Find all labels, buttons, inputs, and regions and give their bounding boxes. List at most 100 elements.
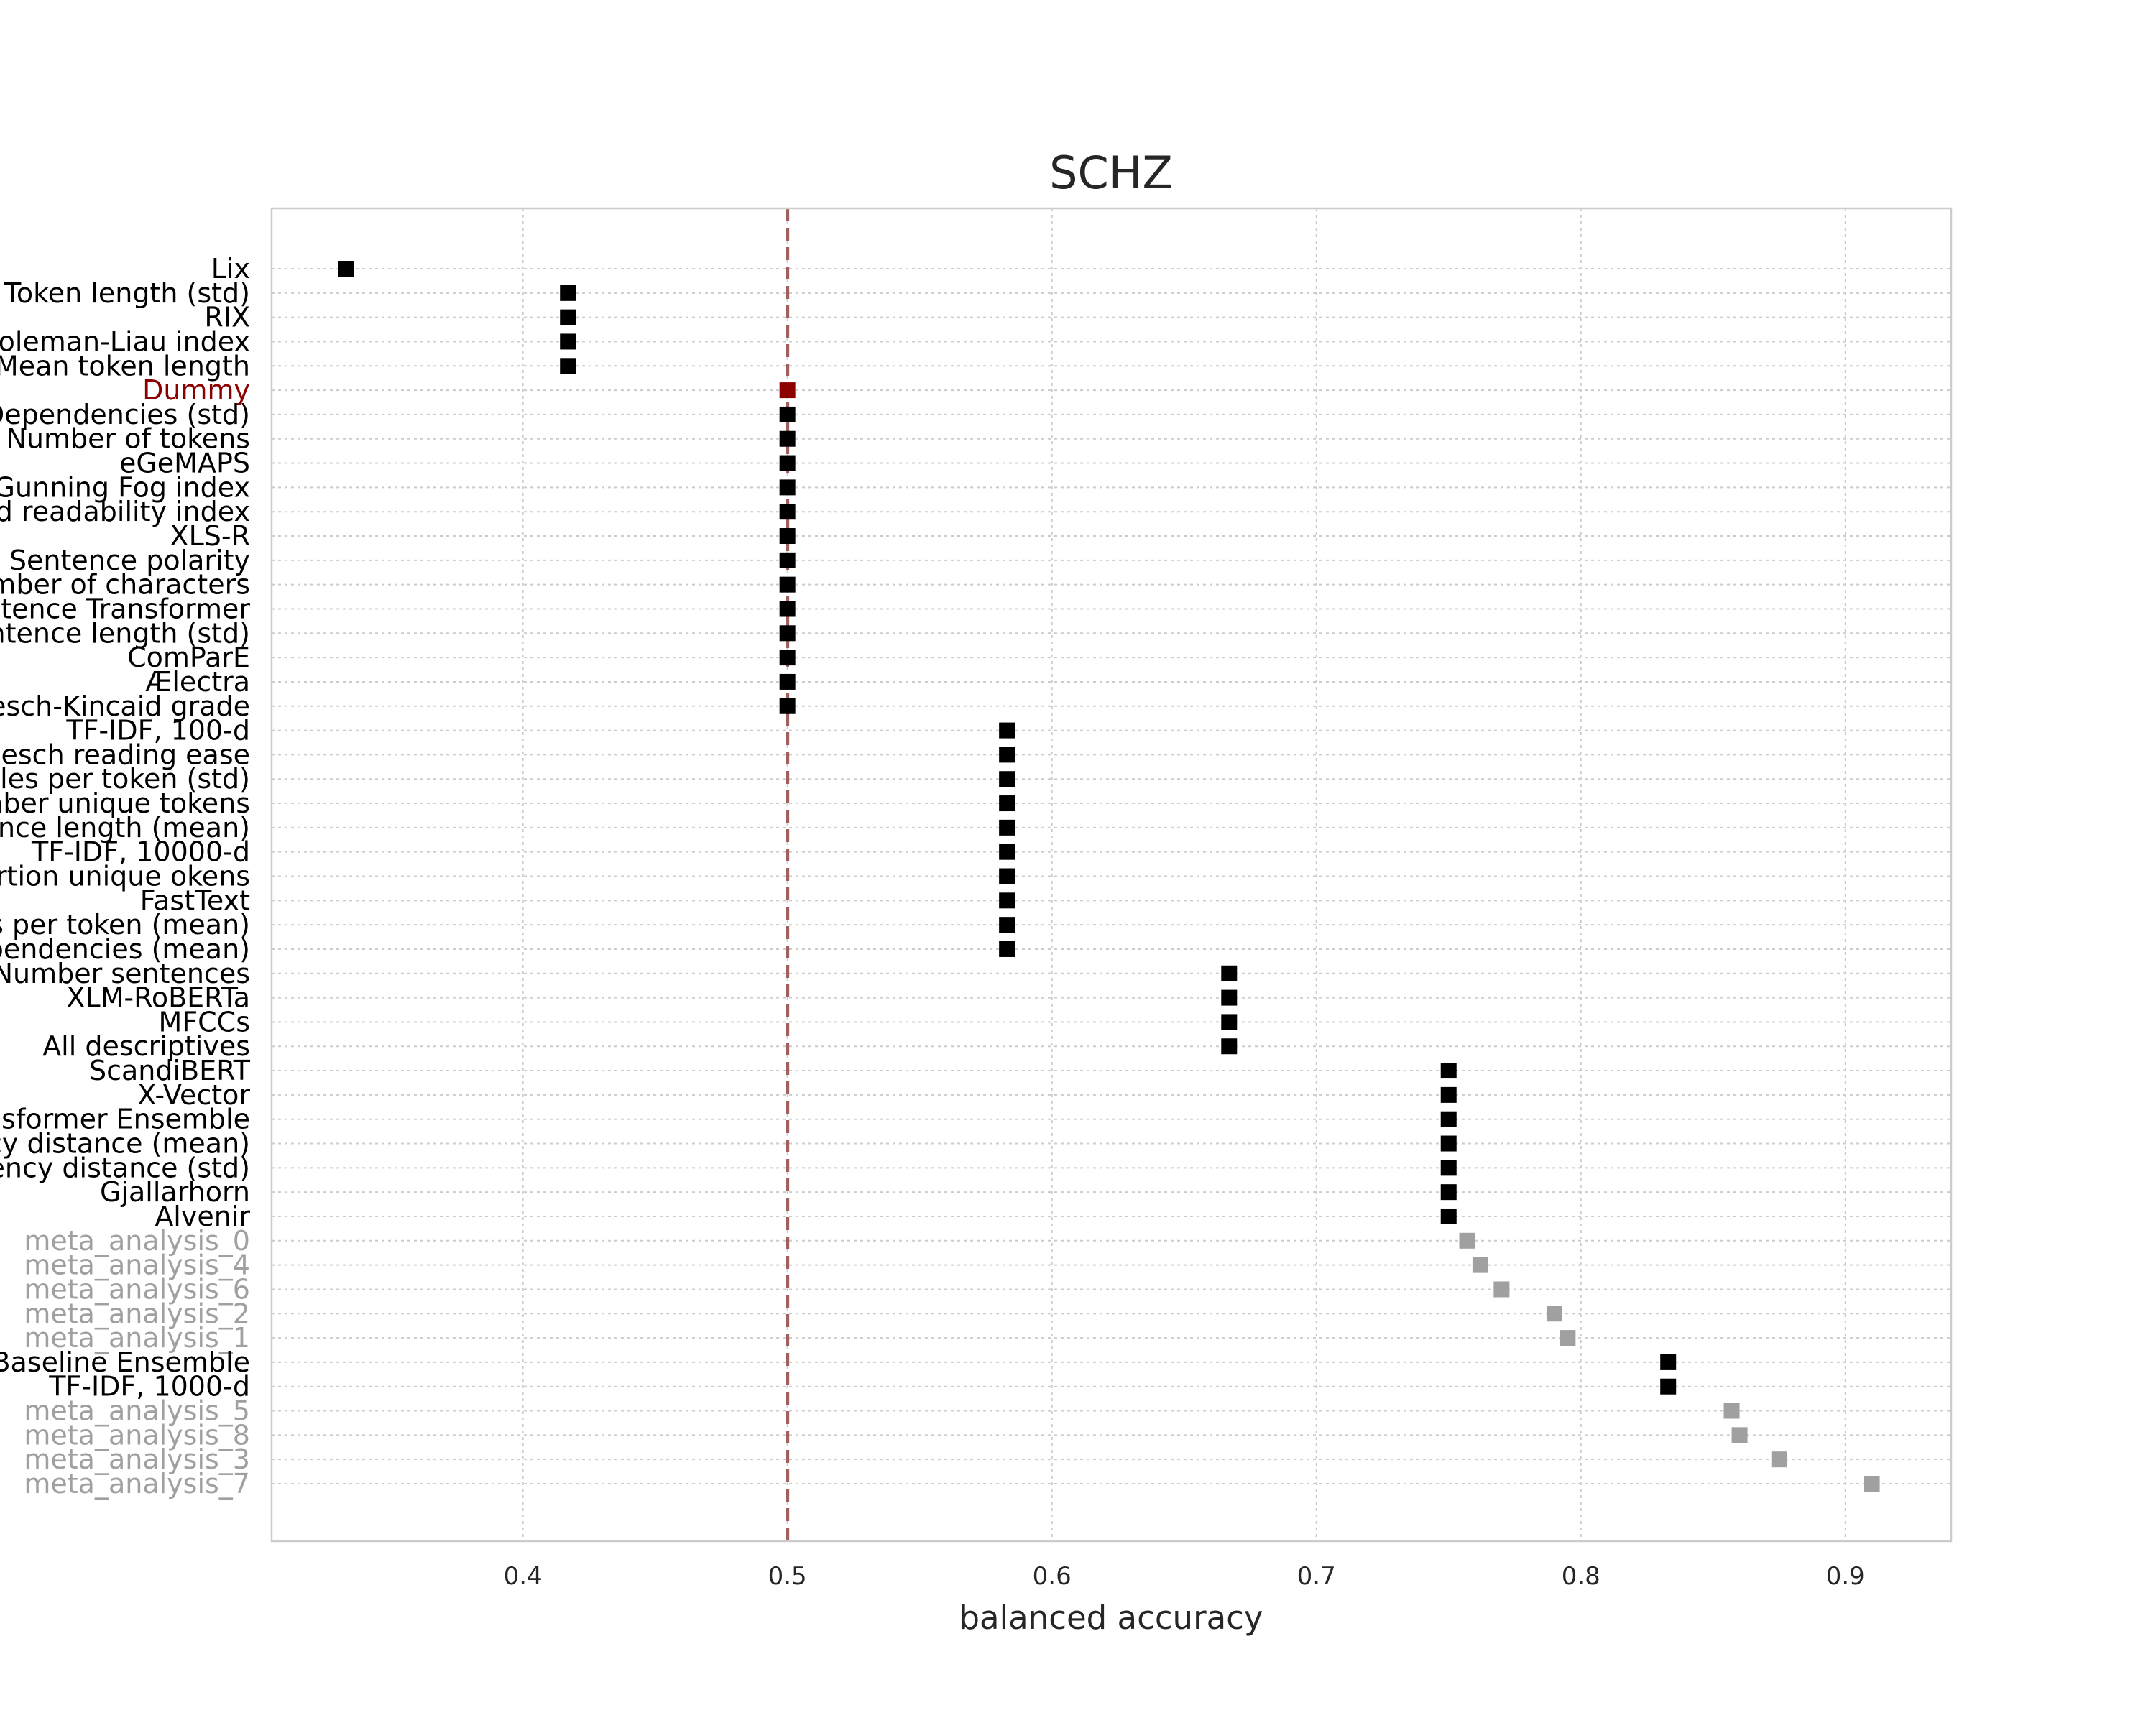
data-point-marker	[999, 892, 1015, 909]
y-tick-label: Dependency distance (std)	[0, 1152, 250, 1183]
y-tick-label: All descriptives	[42, 1030, 250, 1062]
data-point-marker	[779, 430, 796, 447]
y-tick-label: Coleman-Liau index	[0, 325, 250, 357]
data-point-marker	[1440, 1086, 1457, 1103]
y-tick-label: meta_analysis_8	[24, 1419, 250, 1451]
y-tick-label: meta_analysis_0	[24, 1225, 250, 1257]
y-tick-label: meta_analysis_3	[24, 1443, 250, 1475]
x-tick-label: 0.8	[1562, 1562, 1600, 1591]
data-point-marker	[999, 747, 1015, 763]
y-tick-label: Number of characters	[0, 569, 250, 601]
data-point-marker	[999, 868, 1015, 884]
data-point-marker	[779, 698, 796, 714]
x-tick-label: 0.9	[1826, 1562, 1865, 1591]
y-tick-label: meta_analysis_2	[24, 1298, 250, 1329]
data-point-marker	[999, 844, 1015, 860]
data-point-marker	[1440, 1160, 1457, 1176]
y-tick-label: FastText	[140, 884, 250, 916]
data-point-marker	[999, 771, 1015, 787]
data-point-marker	[779, 455, 796, 471]
data-point-marker	[779, 576, 796, 593]
y-tick-label: Sentence polarity	[9, 545, 250, 576]
y-tick-label: TF-IDF, 10000-d	[31, 836, 250, 868]
data-point-marker	[999, 722, 1015, 739]
y-tick-label: eGeMAPS	[119, 448, 250, 479]
y-tick-label: Sentence length (mean)	[0, 812, 250, 844]
x-tick-labels: 0.4 0.5 0.6 0.7 0.8 0.9	[504, 1562, 1865, 1591]
data-point-marker	[1864, 1476, 1880, 1492]
data-point-marker	[560, 285, 576, 301]
y-tick-label: MFCCs	[158, 1006, 250, 1038]
y-tick-label: Proportion unique okens	[0, 861, 250, 892]
data-point-marker	[999, 917, 1015, 933]
data-point-marker	[779, 382, 796, 399]
marks-layer	[338, 261, 1880, 1492]
y-tick-label: meta_analysis_1	[24, 1322, 250, 1354]
data-point-marker	[1771, 1451, 1787, 1468]
y-tick-label: Mean token length	[0, 350, 250, 382]
data-point-marker	[1459, 1232, 1475, 1249]
data-point-marker	[779, 406, 796, 422]
data-point-marker	[1221, 989, 1238, 1006]
y-tick-label: RIX	[204, 302, 250, 333]
x-tick-label: 0.7	[1297, 1562, 1336, 1591]
chart-title: SCHZ	[1049, 147, 1173, 199]
y-tick-label: X-Vector	[137, 1079, 250, 1111]
x-axis-label: balanced accuracy	[959, 1599, 1263, 1637]
y-tick-label: ScandiBERT	[89, 1055, 251, 1086]
y-tick-label: Dependencies (mean)	[0, 933, 250, 965]
y-tick-label: meta_analysis_4	[24, 1249, 250, 1281]
y-tick-label: XLS-R	[170, 520, 250, 552]
data-point-marker	[1660, 1378, 1677, 1395]
data-point-marker	[1221, 1038, 1238, 1055]
y-tick-label: meta_analysis_6	[24, 1273, 250, 1305]
y-tick-label: TF-IDF, 1000-d	[48, 1371, 250, 1403]
data-point-marker	[1440, 1111, 1457, 1127]
y-tick-label: meta_analysis_5	[24, 1395, 250, 1427]
y-tick-label: Number unique tokens	[0, 787, 250, 819]
data-point-marker	[999, 795, 1015, 812]
data-point-marker	[779, 625, 796, 642]
y-tick-label: Transformer Ensemble	[0, 1104, 250, 1135]
data-point-marker	[779, 528, 796, 545]
x-tick-label: 0.6	[1033, 1562, 1072, 1591]
y-tick-label: Dummy	[142, 374, 250, 406]
y-tick-label: Syllables per token (std)	[0, 763, 250, 795]
y-tick-label: Flesch-Kincaid grade	[0, 690, 250, 722]
data-point-marker	[1221, 1014, 1238, 1030]
data-point-marker	[779, 552, 796, 568]
data-point-marker	[779, 479, 796, 496]
y-tick-label: Ælectra	[145, 666, 250, 698]
data-point-marker	[1493, 1281, 1510, 1298]
data-point-marker	[1723, 1403, 1740, 1419]
y-tick-label: Lix	[211, 253, 250, 285]
data-point-marker	[1660, 1354, 1677, 1370]
grid-layer	[272, 208, 1951, 1541]
data-point-marker	[560, 358, 576, 374]
y-tick-label: ComParE	[127, 642, 250, 673]
data-point-marker	[1440, 1135, 1457, 1152]
y-tick-label: Sentence length (std)	[0, 617, 250, 649]
data-point-marker	[1731, 1427, 1748, 1443]
y-tick-label: meta_analysis_7	[24, 1468, 250, 1500]
data-point-marker	[560, 333, 576, 350]
data-point-marker	[1546, 1306, 1562, 1322]
x-tick-label: 0.5	[768, 1562, 807, 1591]
y-tick-label: Gjallarhorn	[100, 1176, 250, 1208]
data-point-marker	[779, 673, 796, 690]
y-tick-label: Dependency distance (mean)	[0, 1128, 250, 1160]
y-tick-label: XLM-RoBERTa	[66, 982, 250, 1014]
y-tick-label: Automated readability index	[0, 496, 250, 527]
data-point-marker	[1440, 1063, 1457, 1079]
y-tick-label: Number sentences	[0, 958, 250, 989]
data-point-marker	[338, 261, 354, 277]
data-point-marker	[999, 941, 1015, 957]
data-point-marker	[560, 309, 576, 325]
data-point-marker	[1440, 1208, 1457, 1224]
y-tick-label: Syllables per token (mean)	[0, 909, 250, 941]
y-tick-label: Baseline Ensemble	[0, 1346, 250, 1378]
plot-frame	[270, 207, 1953, 1543]
data-point-marker	[1221, 965, 1238, 981]
